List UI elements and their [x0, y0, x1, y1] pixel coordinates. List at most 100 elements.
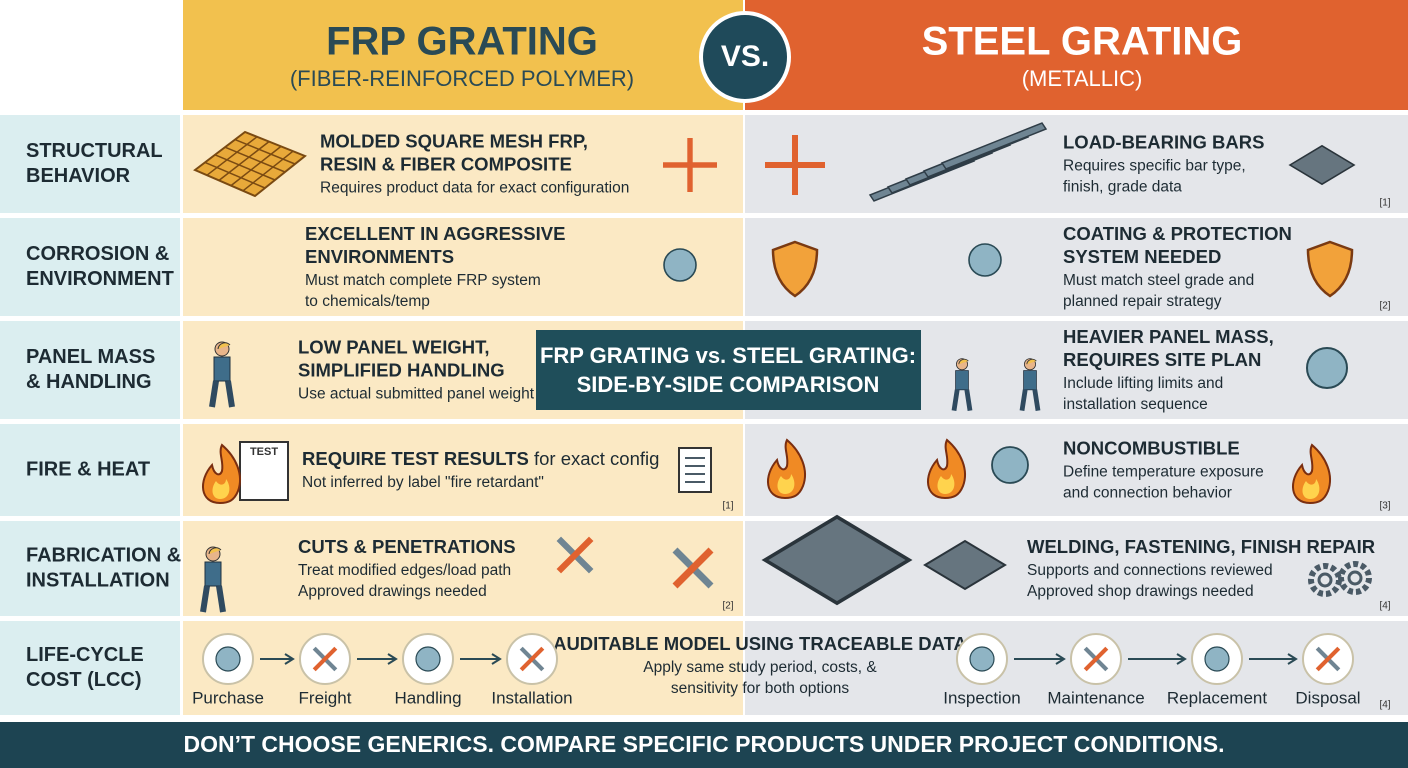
icon — [312, 646, 338, 672]
icon-part — [991, 446, 1029, 484]
step-arrow — [357, 653, 398, 665]
frp-cell — [183, 521, 743, 616]
cell-heading: HEAVIER PANEL MASS, — [1063, 326, 1274, 347]
icon-part — [209, 380, 235, 408]
icon-part — [1019, 389, 1041, 411]
icon-part — [1306, 347, 1348, 389]
icon-part — [663, 248, 697, 282]
cell-text: Must match complete FRP system — [305, 272, 541, 289]
icon — [1292, 443, 1331, 505]
icon-part — [951, 389, 973, 411]
icon-part — [1288, 144, 1356, 186]
reference: [1] — [1379, 198, 1390, 209]
cell-text: Requires product data for exact configur… — [320, 180, 629, 197]
icon — [672, 547, 714, 589]
icon-part — [940, 122, 1048, 170]
steel-subtitle: (METALLIC) — [1022, 66, 1143, 91]
step-label: Handling — [394, 688, 461, 707]
vs-badge — [699, 11, 791, 103]
icon-part — [1023, 370, 1037, 391]
cell-text: Define temperature exposure — [1063, 464, 1264, 481]
icon — [1306, 240, 1354, 298]
icon-part — [1083, 646, 1109, 672]
cell-text: planned repair strategy — [1063, 293, 1222, 310]
icon — [200, 546, 226, 613]
icon-part — [923, 539, 1007, 591]
cell-heading: LOAD-BEARING BARS — [1063, 131, 1264, 152]
row-label: LIFE-CYCLE — [26, 644, 144, 666]
icon-part — [767, 438, 806, 500]
steel-cell — [745, 218, 1408, 316]
cell-text: Supports and connections reviewed — [1027, 562, 1273, 579]
cell-heading: CUTS & PENETRATIONS — [298, 536, 516, 557]
cell-heading: LOW PANEL WEIGHT, — [298, 336, 490, 357]
cell-heading-main: REQUIRE TEST RESULTS — [302, 448, 529, 469]
vs-text: VS. — [721, 40, 769, 73]
icon-part — [1026, 358, 1037, 365]
cell-text: Not inferred by label "fire retardant" — [302, 474, 544, 491]
icon — [1083, 646, 1109, 672]
row-label: BEHAVIOR — [26, 165, 131, 187]
icon-part — [214, 154, 276, 181]
icon-part — [224, 146, 286, 173]
icon-part — [937, 474, 955, 494]
row-label: INSTALLATION — [26, 569, 170, 591]
icon-part — [1302, 479, 1320, 499]
icon — [923, 539, 1007, 591]
cell-text: Approved drawings needed — [298, 583, 487, 600]
cell-heading: ENVIRONMENTS — [305, 246, 454, 267]
cell-heading: RESIN & FIBER COMPOSITE — [320, 153, 572, 174]
cell-heading: SYSTEM NEEDED — [1063, 246, 1221, 267]
icon — [1338, 561, 1372, 595]
step-arrow — [1128, 653, 1187, 665]
step-label: Disposal — [1295, 688, 1360, 707]
icon — [765, 135, 825, 195]
step-arrow — [460, 653, 502, 665]
step-label: Freight — [299, 688, 352, 707]
cell-text: sensitivity for both options — [671, 680, 850, 697]
label-cell — [0, 115, 180, 213]
icon — [519, 646, 545, 672]
frp-subtitle: (FIBER-REINFORCED POLYMER) — [290, 66, 634, 91]
cell-text: Must match steel grade and — [1063, 272, 1254, 289]
row-label: FABRICATION & — [26, 544, 181, 566]
icon — [1019, 358, 1041, 411]
cell-heading: EXCELLENT IN AGGRESSIVE — [305, 223, 565, 244]
row-label: CORROSION & — [26, 243, 169, 265]
banner-line: SIDE-BY-SIDE COMPARISON — [577, 372, 880, 397]
icon-part — [193, 130, 307, 198]
cell-heading: SIMPLIFIED HANDLING — [298, 359, 505, 380]
icon-part — [234, 138, 296, 165]
icon-part — [213, 356, 231, 382]
banner-bg — [536, 330, 921, 410]
step-label: Purchase — [192, 688, 264, 707]
cell-heading: COATING & PROTECTION — [1063, 223, 1292, 244]
icon-part — [415, 646, 441, 672]
reference: [4] — [1379, 700, 1390, 711]
reference: [2] — [1379, 301, 1390, 312]
icon-part — [204, 161, 266, 189]
cell-text: Apply same study period, costs, & — [643, 659, 877, 676]
step-arrow — [1249, 653, 1298, 665]
reference: [4] — [1379, 601, 1390, 612]
icon-part — [672, 547, 714, 589]
reference: [1] — [722, 501, 733, 512]
icon — [927, 438, 966, 500]
icon-part — [955, 370, 969, 391]
icon — [868, 122, 1048, 202]
icon-part — [969, 646, 995, 672]
cell-heading: NONCOMBUSTIBLE — [1063, 437, 1240, 458]
icon — [1204, 646, 1230, 672]
icon-part — [200, 585, 226, 613]
banner-line: FRP GRATING vs. STEEL GRATING: — [540, 343, 916, 368]
step-arrow — [1014, 653, 1066, 665]
icon-part — [312, 646, 338, 672]
icon-part — [1315, 646, 1341, 672]
icon — [1288, 144, 1356, 186]
icon-part — [202, 443, 241, 505]
icon — [1306, 347, 1348, 389]
test-badge: TEST — [250, 446, 278, 458]
label-cell — [0, 218, 180, 316]
frp-cell — [183, 218, 743, 316]
